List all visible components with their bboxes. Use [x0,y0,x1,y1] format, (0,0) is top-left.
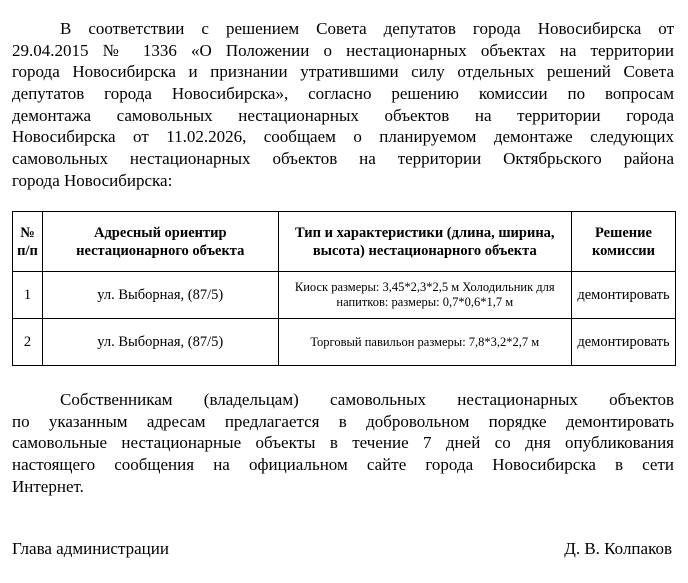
text-line: 29.04.2015 № 1336 «О Положении о нестаци… [12,40,674,60]
text-line: самовольные нестационарные объекты в теч… [12,433,674,453]
text-line: Собственникам (владельцам) самовольных н… [60,390,674,409]
cell-type: Торговый павильон размеры: 7,8*3,2*2,7 м [277,318,572,366]
text-line: В соответствии с решением Совета депутат… [60,19,674,38]
intro-paragraph: В соответствии с решением Совета депутат… [12,18,674,192]
text-line: по указанным адресам предлагается в добр… [12,411,674,431]
text-line: города Новосибирска и признании утративш… [12,62,674,82]
table-row: 2 ул. Выборная, (87/5) Торговый павильон… [12,318,677,366]
text-line: депутатов города Новосибирска», согласно… [12,84,674,104]
text-line: Интернет. [12,476,84,496]
table-header-row: № п/п Адресный ориентир нестационарного … [12,211,677,272]
signature-name: Д. В. Колпаков [564,539,672,558]
closing-paragraph: Собственникам (владельцам) самовольных н… [12,389,674,497]
text-line: настоящего сообщения на официальном сайт… [12,455,674,475]
cell-decision: демонтировать [570,271,677,319]
cell-address: ул. Выборная, (87/5) [41,271,279,319]
objects-table: № п/п Адресный ориентир нестационарного … [12,211,677,366]
header-type: Тип и характеристики (длина, ширина, выс… [277,211,572,272]
header-address: Адресный ориентир нестационарного объект… [41,211,279,272]
text-line: Новосибирска от 11.02.2026, сообщаем о п… [12,127,674,147]
header-number: № п/п [12,211,43,272]
cell-number: 2 [12,318,43,366]
cell-decision: демонтировать [570,318,677,366]
cell-number: 1 [12,271,43,319]
text-line: демонтажа самовольных нестационарных объ… [12,105,674,125]
text-line: самовольных нестационарных объектов на т… [12,149,674,169]
table-row: 1 ул. Выборная, (87/5) Киоск размеры: 3,… [12,271,677,319]
text-line: города Новосибирска: [12,170,173,190]
header-decision: Решение комиссии [570,211,677,272]
cell-type: Киоск размеры: 3,45*2,3*2,5 м Холодильни… [277,271,572,319]
cell-address: ул. Выборная, (87/5) [41,318,279,366]
signature-position: Глава администрации [12,539,169,558]
